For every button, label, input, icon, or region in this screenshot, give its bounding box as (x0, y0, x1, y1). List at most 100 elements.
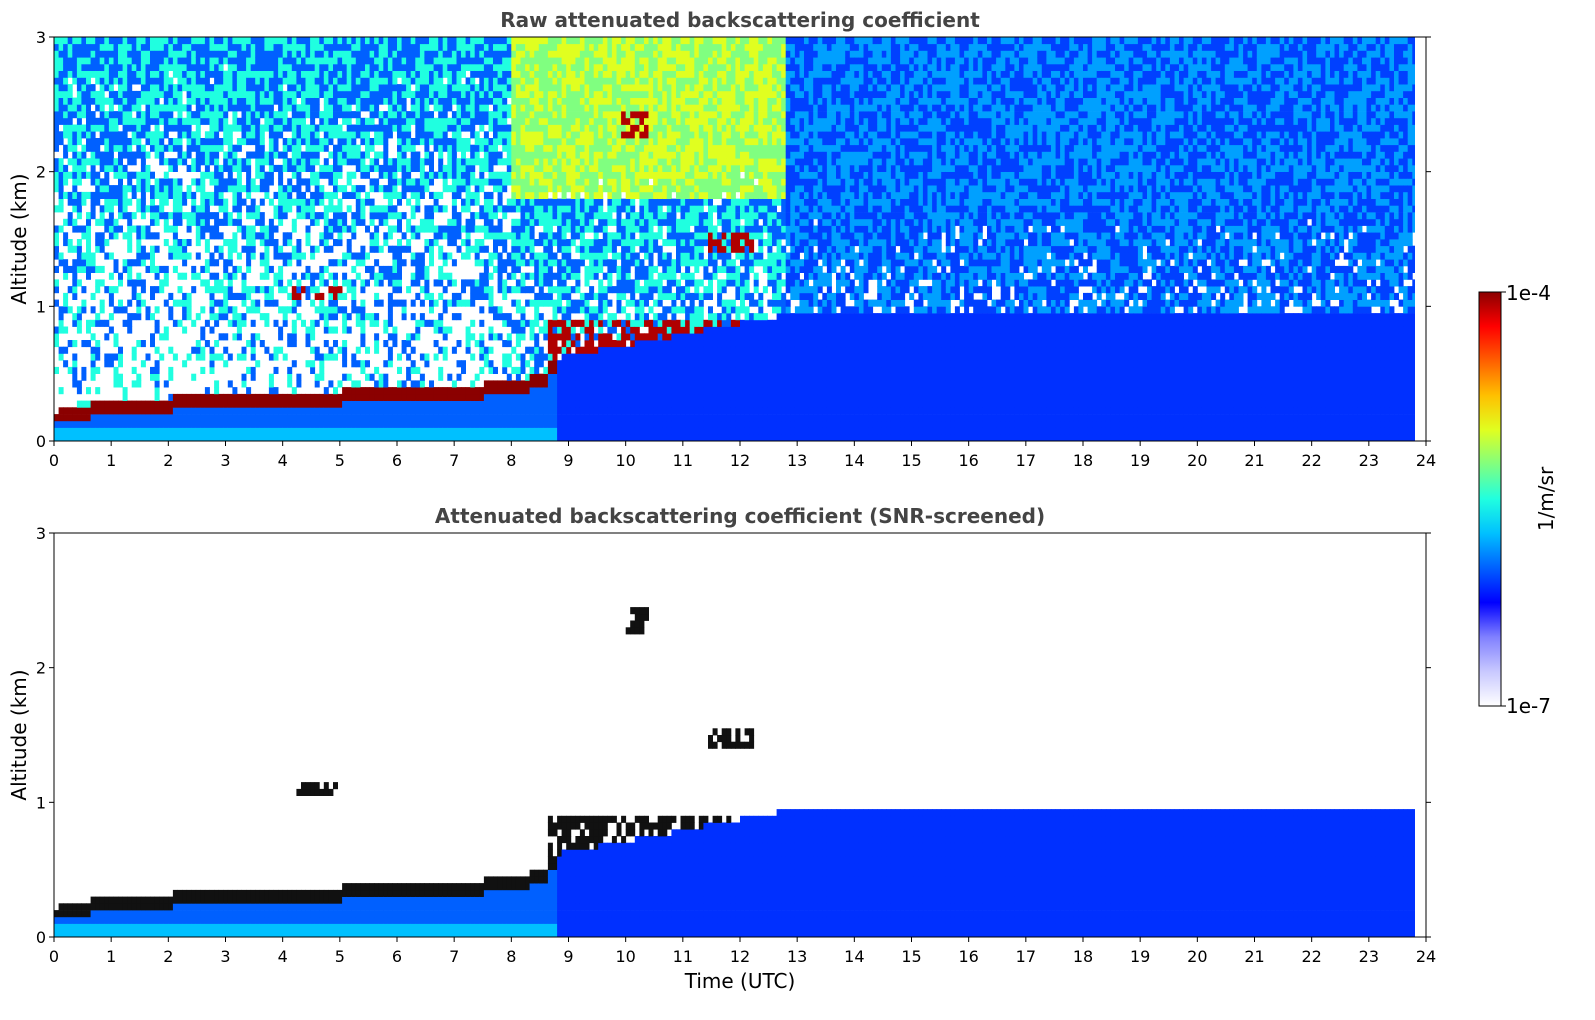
panel-raw-cell (406, 387, 412, 395)
panel-raw-cell (438, 84, 444, 92)
panel-raw-cell (552, 434, 558, 441)
panel-raw-cell (479, 414, 485, 422)
panel-raw-cell (310, 151, 316, 159)
panel-raw-cell (204, 37, 210, 38)
panel-raw-cell (214, 427, 220, 435)
panel-raw-cell (552, 111, 558, 119)
panel-raw-cell (186, 84, 192, 92)
panel-raw-cell (557, 393, 563, 401)
panel-raw-cell (547, 70, 553, 78)
panel-raw-cell (342, 340, 348, 348)
panel-raw-cell (127, 299, 133, 307)
panel-raw-cell (122, 131, 128, 139)
panel-raw-cell (218, 178, 224, 186)
panel-raw-cell (328, 407, 334, 415)
panel-raw-cell (479, 366, 485, 374)
panel-raw-cell (314, 171, 320, 179)
panel-raw-cell (223, 111, 229, 119)
panel-raw-cell (456, 164, 462, 172)
panel-raw-cell (195, 43, 201, 51)
panel-raw-cell (250, 117, 256, 125)
panel-raw-cell (72, 380, 78, 388)
panel-raw-cell (168, 37, 174, 38)
panel-raw-cell (488, 205, 494, 213)
panel-raw-cell (543, 245, 549, 253)
panel-raw-cell (287, 434, 293, 441)
panel-raw-cell (54, 63, 59, 71)
panel-raw-cell (342, 252, 348, 260)
panel-raw-cell (90, 90, 96, 98)
panel-raw-cell (342, 272, 348, 280)
panel-raw-cell (264, 292, 270, 300)
panel-raw-cell (191, 63, 197, 71)
panel-raw-cell (113, 259, 119, 267)
panel-raw-cell (90, 205, 96, 213)
panel-raw-cell (502, 434, 508, 441)
panel-raw-cell (497, 414, 503, 422)
panel-raw-cell (241, 393, 247, 401)
panel-raw-cell (127, 259, 133, 267)
panel-raw-cell (278, 37, 284, 45)
panel-raw-cell (278, 57, 284, 65)
panel-raw-cell (497, 178, 503, 186)
panel-raw-cell (296, 373, 302, 381)
panel-raw-cell (378, 97, 384, 105)
panel-raw-cell (227, 84, 233, 92)
panel-raw-cell (195, 232, 201, 240)
panel-raw-cell (483, 178, 489, 186)
panel-raw-cell (168, 104, 174, 112)
panel-raw-cell (259, 43, 265, 51)
panel-raw-cell (305, 104, 311, 112)
panel-raw-cell (273, 57, 279, 65)
panel-raw-cell (461, 205, 466, 213)
panel-raw-cell (86, 50, 91, 58)
panel-raw-cell (72, 77, 78, 85)
panel-raw-cell (191, 144, 197, 152)
panel-raw-cell (397, 63, 402, 71)
panel-raw-cell (520, 407, 526, 415)
panel-raw-cell (415, 63, 421, 71)
panel-raw-cell (177, 43, 183, 51)
panel-raw-cell (159, 427, 165, 435)
panel-raw-cell (204, 245, 210, 253)
panel-raw-cell (86, 245, 91, 253)
panel-raw-cell (493, 212, 498, 220)
panel-raw-cell (561, 400, 567, 408)
panel-raw-cell (182, 37, 188, 38)
panel-raw-cell (387, 265, 393, 273)
panel-raw-cell (58, 84, 64, 92)
panel-raw-cell (127, 104, 133, 112)
panel-raw-cell (264, 70, 270, 78)
panel-raw-cell (323, 239, 329, 247)
panel-raw-cell (328, 151, 334, 159)
panel-raw-cell (529, 124, 535, 132)
panel-raw-cell (566, 420, 572, 428)
panel-raw-cell (506, 57, 512, 65)
panel-raw-cell (506, 360, 512, 368)
panel-raw-cell (90, 164, 96, 172)
panel-raw-cell (122, 117, 128, 125)
panel-raw-cell (520, 151, 526, 159)
panel-raw-cell (204, 239, 210, 247)
panel-raw-cell (333, 407, 338, 415)
panel-raw-cell (355, 37, 361, 38)
panel-raw-cell (374, 232, 380, 240)
panel-raw-cell (291, 252, 297, 260)
panel-raw-cell (319, 77, 325, 85)
panel-raw-cell (442, 407, 448, 415)
panel-raw-cell (442, 252, 448, 260)
panel-raw-cell (246, 50, 252, 58)
panel-raw-cell (547, 111, 553, 119)
panel-raw-cell (168, 225, 174, 233)
panel-raw-cell (163, 97, 169, 105)
panel-raw-cell (323, 70, 329, 78)
panel-raw-cell (58, 346, 64, 354)
panel-raw-cell (140, 427, 146, 435)
panel-raw-cell (374, 239, 380, 247)
panel-raw-cell (461, 111, 466, 119)
panel-raw-cell (387, 124, 393, 132)
panel-raw-cell (488, 393, 494, 401)
panel-raw-cell (319, 138, 325, 146)
panel-raw-cell (232, 70, 238, 78)
panel-raw-cell (451, 313, 457, 321)
